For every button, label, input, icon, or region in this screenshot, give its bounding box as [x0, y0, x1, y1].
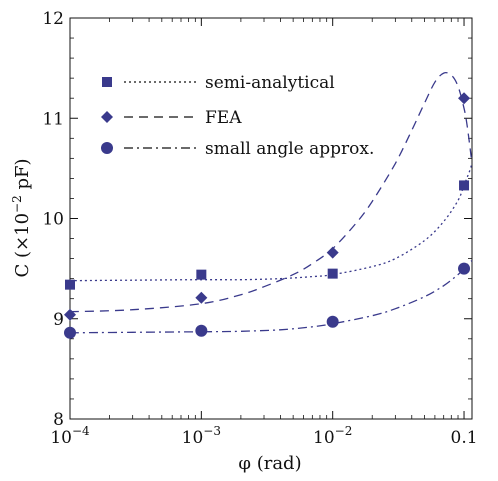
fit-curve-square	[69, 163, 473, 282]
y-tick-label: 12	[42, 9, 64, 29]
y-axis-title-exponent: −2	[10, 195, 24, 213]
data-point-square	[65, 279, 75, 290]
y-tick-label: 8	[53, 410, 64, 430]
data-point-square	[459, 180, 470, 191]
legend: semi-analytical FEA small angle approx.	[101, 73, 374, 159]
data-point-circle	[64, 326, 76, 339]
legend-label: semi-analytical	[205, 73, 335, 93]
y-axis-title-suffix: pF)	[12, 159, 33, 196]
x-tick-label: 10−4	[50, 424, 90, 448]
legend-label: FEA	[205, 108, 242, 128]
x-tick-label: 0.1	[451, 428, 478, 448]
x-tick-label-exponent: −4	[72, 424, 90, 438]
data-point-square	[327, 268, 338, 279]
x-tick-label-base: 10	[313, 428, 335, 448]
data-point-square	[196, 269, 207, 280]
y-tick-label: 11	[42, 109, 64, 129]
fit-curve-diamond	[69, 72, 473, 313]
data-point-diamond	[195, 291, 208, 304]
x-tick-label-base: 10	[182, 428, 204, 448]
x-tick-label-exponent: −2	[335, 424, 353, 438]
x-tick-label-base: 10	[50, 428, 72, 448]
legend-marker-square	[102, 77, 112, 87]
x-tick-label-exponent: −3	[203, 424, 221, 438]
data-point-diamond	[326, 246, 339, 259]
legend-label: small angle approx.	[205, 139, 374, 159]
data-point-circle	[326, 315, 339, 328]
x-tick-label: 10−2	[313, 424, 352, 448]
legend-marker-diamond	[101, 111, 113, 123]
data-point-circle	[458, 262, 471, 275]
y-tick-label: 9	[53, 310, 64, 330]
fit-curves	[69, 72, 473, 334]
legend-marker-circle	[101, 142, 113, 154]
fit-curve-circle	[69, 260, 473, 334]
y-axis-title: C (×10−2 pF)	[10, 159, 33, 278]
x-tick-label: 10−3	[182, 424, 221, 448]
data-point-diamond	[64, 308, 76, 321]
y-tick-label: 10	[42, 210, 64, 230]
data-markers	[64, 92, 471, 339]
data-point-circle	[195, 324, 208, 337]
data-point-diamond	[458, 92, 471, 105]
x-axis-title: φ (rad)	[238, 453, 301, 474]
y-axis-title-prefix: C (×10	[12, 213, 33, 278]
